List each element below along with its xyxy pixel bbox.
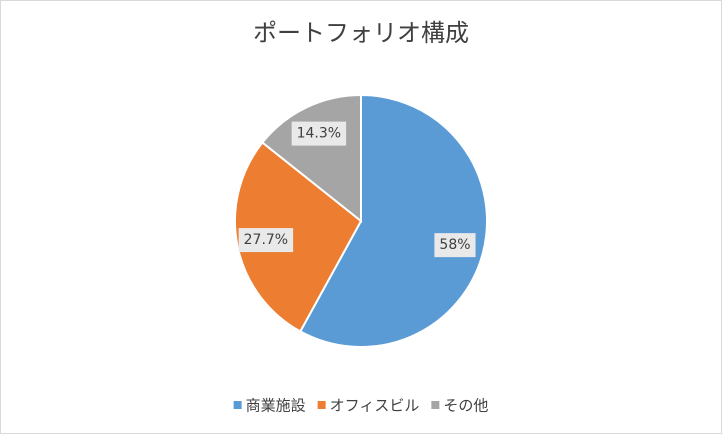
pie-slice xyxy=(234,141,363,333)
legend-swatch xyxy=(431,401,440,409)
legend-swatch xyxy=(317,401,326,409)
data-label: 27.7% xyxy=(238,228,294,253)
data-label-bg xyxy=(434,233,476,258)
data-label: 58% xyxy=(434,233,476,258)
data-label-bg xyxy=(291,121,347,146)
chart-title: ポートフォリオ構成 xyxy=(253,19,469,47)
legend: 商業施設 オフィスビル その他 xyxy=(233,397,488,415)
data-label-bg xyxy=(238,228,294,253)
data-label-text: 14.3% xyxy=(297,126,341,142)
data-label-text: 58% xyxy=(439,237,470,253)
data-label: 14.3% xyxy=(291,121,347,146)
legend-label: その他 xyxy=(443,397,488,415)
pie-slice xyxy=(298,93,488,348)
legend-label: オフィスビル xyxy=(330,397,420,415)
legend-swatch xyxy=(233,401,242,409)
data-label-text: 27.7% xyxy=(244,232,288,248)
legend-label: 商業施設 xyxy=(246,397,306,415)
